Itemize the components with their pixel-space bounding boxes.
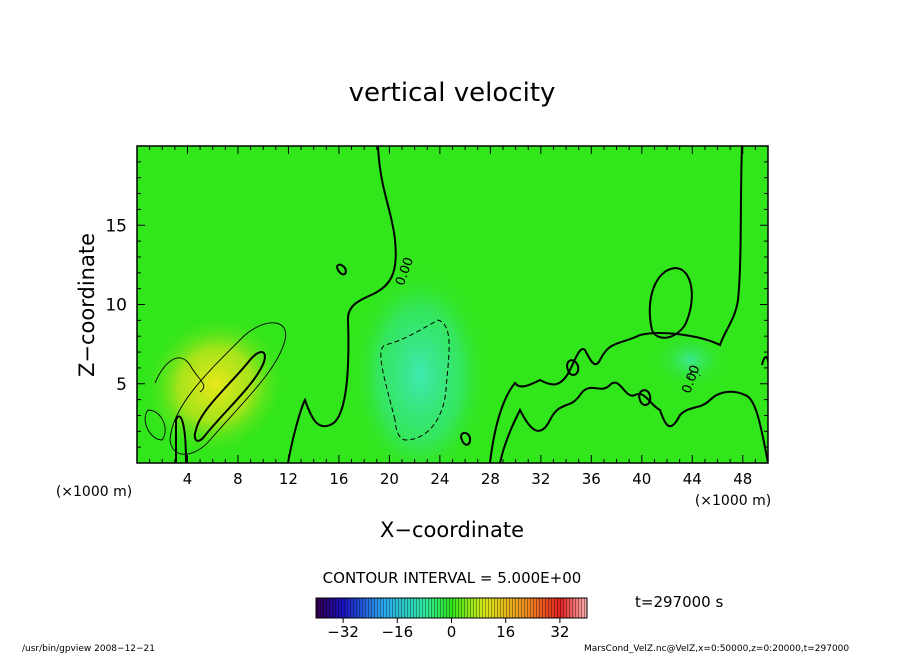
downdraft-shading-east: [650, 330, 730, 390]
contour-interval-label: CONTOUR INTERVAL = 5.000E+00: [323, 569, 582, 587]
colorbar-tick-label: −16: [381, 623, 413, 641]
x-tick-label: 4: [183, 470, 193, 488]
contour-0-small1: [638, 389, 652, 406]
x-axis: 4 8 12 16 20 24 28 32 36 40 44 48: [149, 146, 756, 488]
time-label: t=297000 s: [635, 593, 723, 611]
y-axis: 5 10 15: [105, 161, 768, 448]
y-tick-label: 15: [105, 216, 127, 236]
x-tick-label: 44: [683, 470, 702, 488]
x-unit-label-left: (×1000 m): [56, 484, 132, 500]
colorbar: −32 −16 0 16 32: [315, 597, 588, 641]
x-tick-label: 48: [733, 470, 752, 488]
y-tick-label: 5: [116, 375, 127, 395]
contour-10: [193, 351, 266, 442]
plot-area: [137, 146, 768, 463]
x-tick-label: 36: [582, 470, 601, 488]
colorbar-tick-label: 32: [550, 623, 569, 641]
contour-0-west: [175, 415, 187, 463]
x-tick-label: 28: [481, 470, 500, 488]
x-tick-label: 16: [329, 470, 348, 488]
contour-0-blob: [460, 432, 472, 446]
x-unit-label-right: (×1000 m): [695, 493, 771, 509]
footer-right: MarsCond_VelZ.nc@VelZ,x=0:50000,z=0:2000…: [584, 644, 849, 654]
x-axis-label: X−coordinate: [380, 518, 524, 542]
colorbar-tick-label: 0: [447, 623, 457, 641]
contour-5b: [154, 357, 205, 393]
contour-5: [169, 322, 287, 455]
downdraft-shading: [350, 265, 490, 463]
y-tick-label: 10: [105, 296, 127, 316]
colorbar-tick-label: 16: [496, 623, 515, 641]
contour-0-main: [287, 146, 397, 463]
colorbar-tick-label: −32: [327, 623, 359, 641]
contour-0-cell: [648, 266, 693, 339]
contour-neg5: [380, 319, 450, 441]
x-tick-label: 12: [279, 470, 298, 488]
footer-left: /usr/bin/gpview 2008−12−21: [22, 644, 155, 654]
x-tick-label: 20: [380, 470, 399, 488]
x-tick-label: 8: [233, 470, 243, 488]
contour-neg-small: [688, 371, 701, 381]
contour-0-small2: [566, 359, 580, 376]
colorbar-segments: [316, 598, 587, 618]
contour-0-island: [336, 263, 347, 276]
chart-title: vertical velocity: [349, 78, 556, 108]
contour-0-east: [489, 146, 743, 463]
contour-0-low: [499, 381, 768, 463]
x-tick-label: 24: [430, 470, 449, 488]
updraft-shading: [142, 312, 288, 458]
contour-5c: [144, 409, 166, 441]
contours: [144, 146, 768, 463]
x-tick-label: 32: [531, 470, 550, 488]
y-axis-label: Z−coordinate: [75, 233, 99, 377]
colorbar-ticks: −32 −16 0 16 32: [327, 618, 569, 641]
x-tick-label: 40: [632, 470, 651, 488]
